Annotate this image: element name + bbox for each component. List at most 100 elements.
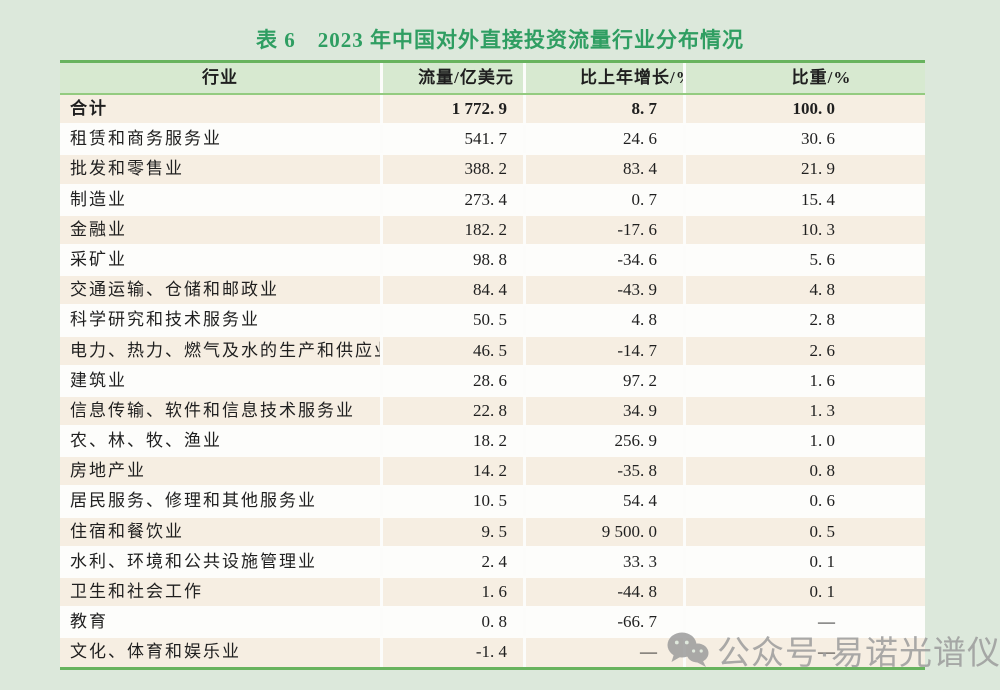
table-row: 科学研究和技术服务业 50. 5 4. 8 2. 8: [60, 306, 925, 337]
share-cell: 0. 8: [683, 457, 925, 486]
industry-cell: 科学研究和技术服务业: [70, 310, 260, 330]
industry-cell: 租赁和商务服务业: [70, 129, 222, 149]
growth-cell: —: [523, 638, 683, 667]
flow-cell: 84. 4: [380, 276, 523, 305]
growth-cell: -35. 8: [523, 457, 683, 486]
flow-cell: 2. 4: [380, 547, 523, 576]
flow-cell: 9. 5: [380, 517, 523, 546]
watermark-text: 公众号·易诺光谱仪: [717, 634, 1000, 671]
industry-cell: 金融业: [70, 219, 127, 239]
flow-cell: 22. 8: [380, 396, 523, 426]
growth-cell: 83. 4: [523, 155, 683, 184]
growth-cell: 8. 7: [523, 95, 683, 124]
flow-cell: 182. 2: [380, 215, 523, 244]
share-cell: 1. 3: [683, 396, 925, 426]
share-cell: 2. 8: [683, 306, 925, 335]
industry-cell: 水利、环境和公共设施管理业: [70, 551, 317, 571]
industry-cell: 采矿业: [70, 249, 127, 269]
growth-cell: 34. 9: [523, 396, 683, 426]
table-row: 租赁和商务服务业 541. 7 24. 6 30. 6: [60, 125, 925, 156]
growth-cell: -66. 7: [523, 608, 683, 637]
growth-cell: 54. 4: [523, 487, 683, 516]
table-row: 居民服务、修理和其他服务业 10. 5 54. 4 0. 6: [60, 487, 925, 518]
flow-cell: 10. 5: [380, 487, 523, 516]
growth-cell: 97. 2: [523, 366, 683, 395]
share-cell: 4. 8: [683, 276, 925, 305]
column-header-flow: 流量/亿美元: [380, 63, 523, 93]
share-cell: 2. 6: [683, 336, 925, 365]
growth-cell: 33. 3: [523, 547, 683, 576]
industry-cell: 建筑业: [70, 370, 127, 390]
table-row: 建筑业 28. 6 97. 2 1. 6: [60, 366, 925, 397]
industry-cell: 电力、热力、燃气及水的生产和供应业: [70, 340, 380, 360]
flow-cell: 273. 4: [380, 185, 523, 214]
flow-cell: 14. 2: [380, 457, 523, 486]
table-row: 制造业 273. 4 0. 7 15. 4: [60, 185, 925, 216]
flow-cell: 50. 5: [380, 306, 523, 335]
table-row: 金融业 182. 2 -17. 6 10. 3: [60, 215, 925, 246]
column-header-industry: 行业: [202, 68, 238, 87]
share-cell: —: [683, 608, 925, 637]
watermark: 公众号·易诺光谱仪: [666, 626, 1000, 674]
growth-cell: -34. 6: [523, 245, 683, 275]
industry-cell: 批发和零售业: [70, 159, 184, 179]
growth-cell: -43. 9: [523, 276, 683, 305]
share-cell: 0. 6: [683, 487, 925, 516]
flow-cell: 1 772. 9: [380, 95, 523, 124]
industry-cell: 居民服务、修理和其他服务业: [70, 491, 317, 511]
flow-cell: 28. 6: [380, 366, 523, 395]
growth-cell: -44. 8: [523, 578, 683, 607]
growth-cell: -17. 6: [523, 215, 683, 244]
share-cell: 0. 5: [683, 517, 925, 546]
table-row: 文化、体育和娱乐业 -1. 4 — —: [60, 638, 925, 667]
table-row: 信息传输、软件和信息技术服务业 22. 8 34. 9 1. 3: [60, 396, 925, 428]
table-row: 电力、热力、燃气及水的生产和供应业 46. 5 -14. 7 2. 6: [60, 336, 925, 367]
growth-cell: 256. 9: [523, 427, 683, 456]
industry-cell: 卫生和社会工作: [70, 582, 203, 601]
industry-cell: 合计: [70, 99, 108, 118]
share-cell: 0. 1: [683, 578, 925, 607]
table-row: 合计 1 772. 9 8. 7 100. 0: [60, 95, 925, 126]
share-cell: 100. 0: [683, 95, 925, 124]
table-row: 交通运输、仓储和邮政业 84. 4 -43. 9 4. 8: [60, 276, 925, 307]
flow-cell: 46. 5: [380, 336, 523, 365]
flow-cell: 0. 8: [380, 608, 523, 637]
wechat-icon: [666, 631, 710, 669]
table-row: 房地产业 14. 2 -35. 8 0. 8: [60, 457, 925, 488]
growth-cell: 0. 7: [523, 185, 683, 214]
growth-cell: 24. 6: [523, 125, 683, 154]
share-cell: 15. 4: [683, 185, 925, 214]
industry-cell: 制造业: [70, 189, 127, 209]
industry-cell: 文化、体育和娱乐业: [70, 642, 241, 662]
growth-cell: 9 500. 0: [523, 517, 683, 546]
flow-cell: -1. 4: [380, 638, 523, 667]
flow-cell: 388. 2: [380, 155, 523, 184]
industry-cell: 交通运输、仓储和邮政业: [70, 280, 279, 300]
column-header-share: 比重/%: [683, 63, 925, 93]
flow-cell: 541. 7: [380, 125, 523, 154]
table-row: 农、林、牧、渔业 18. 2 256. 9 1. 0: [60, 427, 925, 458]
page-title: 表 6 2023 年中国对外直接投资流量行业分布情况: [256, 28, 744, 52]
table-body: 合计 1 772. 9 8. 7 100. 0 租赁和商务服务业 541. 7 …: [60, 95, 925, 667]
flow-cell: 98. 8: [380, 245, 523, 275]
industry-cell: 农、林、牧、渔业: [70, 431, 222, 451]
share-cell: 5. 6: [683, 245, 925, 275]
table-row: 卫生和社会工作 1. 6 -44. 8 0. 1: [60, 578, 925, 609]
table-header-row: 行业 流量/亿美元 比上年增长/% 比重/%: [60, 63, 925, 95]
flow-cell: 18. 2: [380, 427, 523, 456]
investment-flow-table: 行业 流量/亿美元 比上年增长/% 比重/% 合计 1 772. 9 8. 7 …: [60, 60, 925, 670]
share-cell: 1. 6: [683, 366, 925, 395]
growth-cell: 4. 8: [523, 306, 683, 335]
growth-cell: -14. 7: [523, 336, 683, 365]
table-row: 教育 0. 8 -66. 7 —: [60, 608, 925, 639]
flow-cell: 1. 6: [380, 578, 523, 607]
table-row: 水利、环境和公共设施管理业 2. 4 33. 3 0. 1: [60, 547, 925, 578]
industry-cell: 房地产业: [70, 461, 146, 481]
industry-cell: 住宿和餐饮业: [70, 521, 184, 541]
table-row: 批发和零售业 388. 2 83. 4 21. 9: [60, 155, 925, 186]
table-row: 采矿业 98. 8 -34. 6 5. 6: [60, 245, 925, 277]
share-cell: 10. 3: [683, 215, 925, 244]
share-cell: 1. 0: [683, 427, 925, 456]
industry-cell: 信息传输、软件和信息技术服务业: [70, 400, 355, 420]
table-row: 住宿和餐饮业 9. 5 9 500. 0 0. 5: [60, 517, 925, 548]
